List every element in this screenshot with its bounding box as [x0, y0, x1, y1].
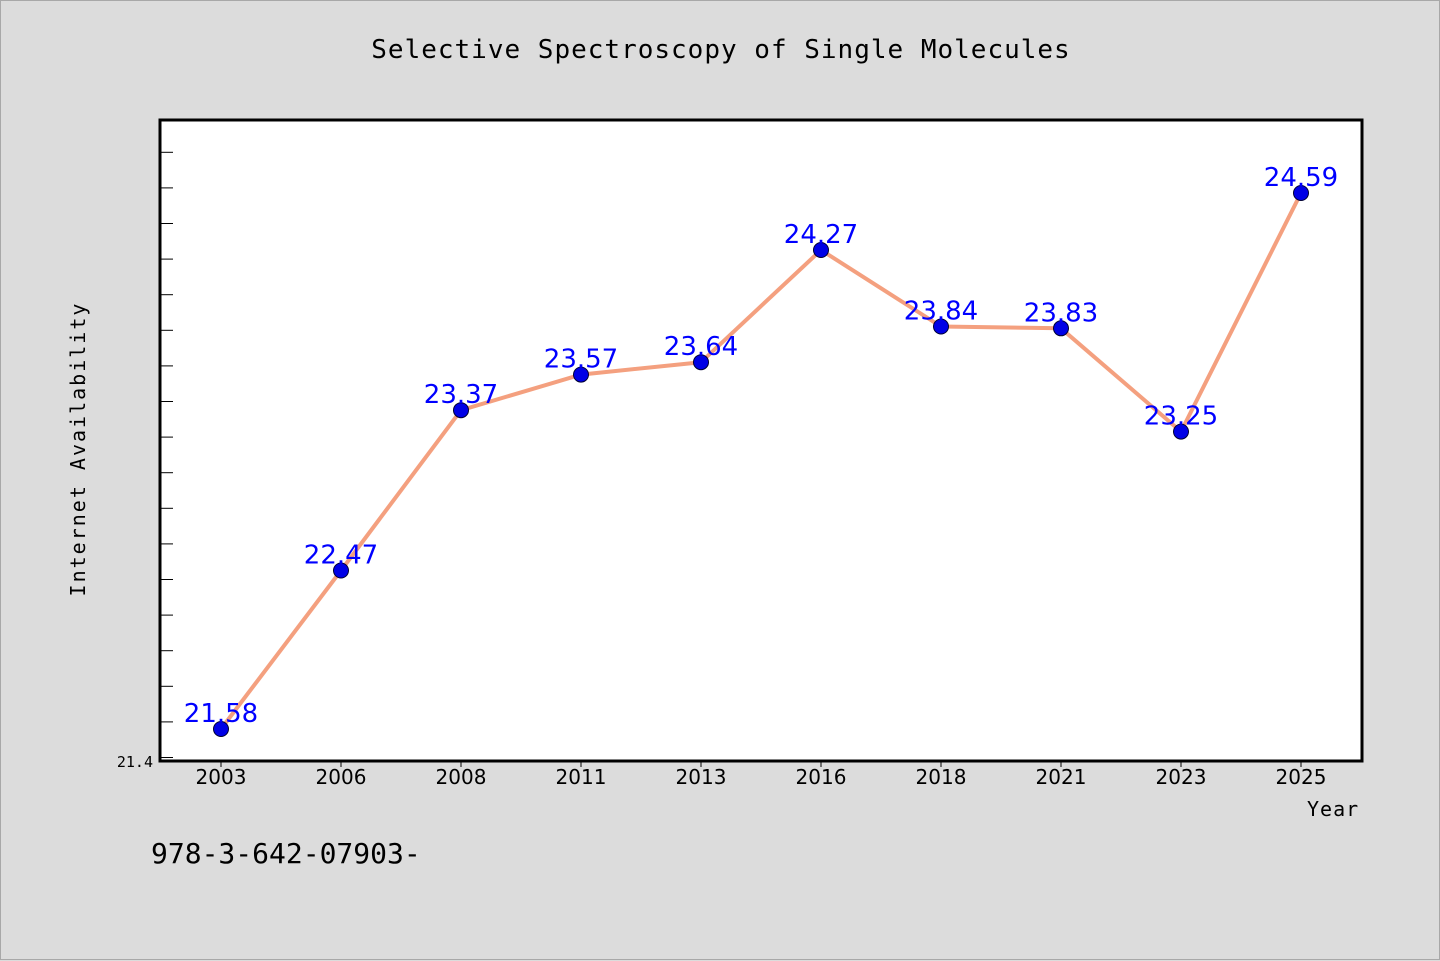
series-line — [219, 192, 1303, 731]
data-label: 23.84 — [904, 297, 978, 327]
data-label: 23.83 — [1024, 298, 1098, 328]
x-tick-label: 2011 — [556, 765, 607, 789]
y-axis-ticks — [160, 151, 173, 758]
x-tick-label: 2023 — [1156, 765, 1207, 789]
data-label: 24.59 — [1264, 163, 1338, 193]
data-point-marker — [333, 562, 349, 579]
data-point-marker — [1293, 185, 1309, 201]
x-tick-label: 2003 — [196, 765, 247, 789]
x-tick-labels: 2003 2006 2008 2011 2013 2016 2018 2021 2023 2025 — [196, 765, 1327, 789]
data-label: 24.27 — [784, 220, 858, 250]
data-point-marker — [813, 242, 829, 258]
x-tick-label: 2008 — [436, 765, 487, 789]
x-tick-label: 2006 — [316, 765, 367, 789]
data-labels: 21.58 22.47 23.37 23.57 23.64 24.27 23.84 23.83… — [184, 163, 1338, 729]
x-tick-label: 2016 — [796, 765, 847, 789]
plot-area — [158, 118, 1364, 763]
x-tick-label: 2013 — [676, 765, 727, 789]
isbn-text: 978-3-642-07903- — [151, 837, 421, 870]
x-tick-label: 2018 — [916, 765, 967, 789]
x-tick-label: 2021 — [1036, 765, 1087, 789]
chart-title: Selective Spectroscopy of Single Molecul… — [371, 35, 1071, 65]
series-markers — [213, 185, 1309, 737]
data-point-marker — [453, 402, 469, 419]
data-point-marker — [693, 354, 709, 371]
data-point-marker — [1173, 423, 1189, 440]
data-label: 23.57 — [544, 345, 618, 375]
data-point-marker — [213, 721, 229, 737]
data-label: 22.47 — [304, 541, 378, 571]
data-label: 23.25 — [1144, 402, 1218, 432]
data-label: 21.58 — [184, 699, 258, 729]
x-axis-label: Year — [1307, 797, 1360, 821]
data-point-marker — [1053, 320, 1069, 337]
y-tick-label: 21.4 — [117, 753, 153, 771]
data-point-marker — [573, 366, 589, 383]
x-axis-ticks — [220, 761, 1302, 767]
data-label: 23.64 — [664, 332, 738, 362]
x-tick-label: 2025 — [1276, 765, 1327, 789]
data-label: 23.37 — [424, 380, 498, 410]
data-point-marker — [933, 318, 949, 335]
